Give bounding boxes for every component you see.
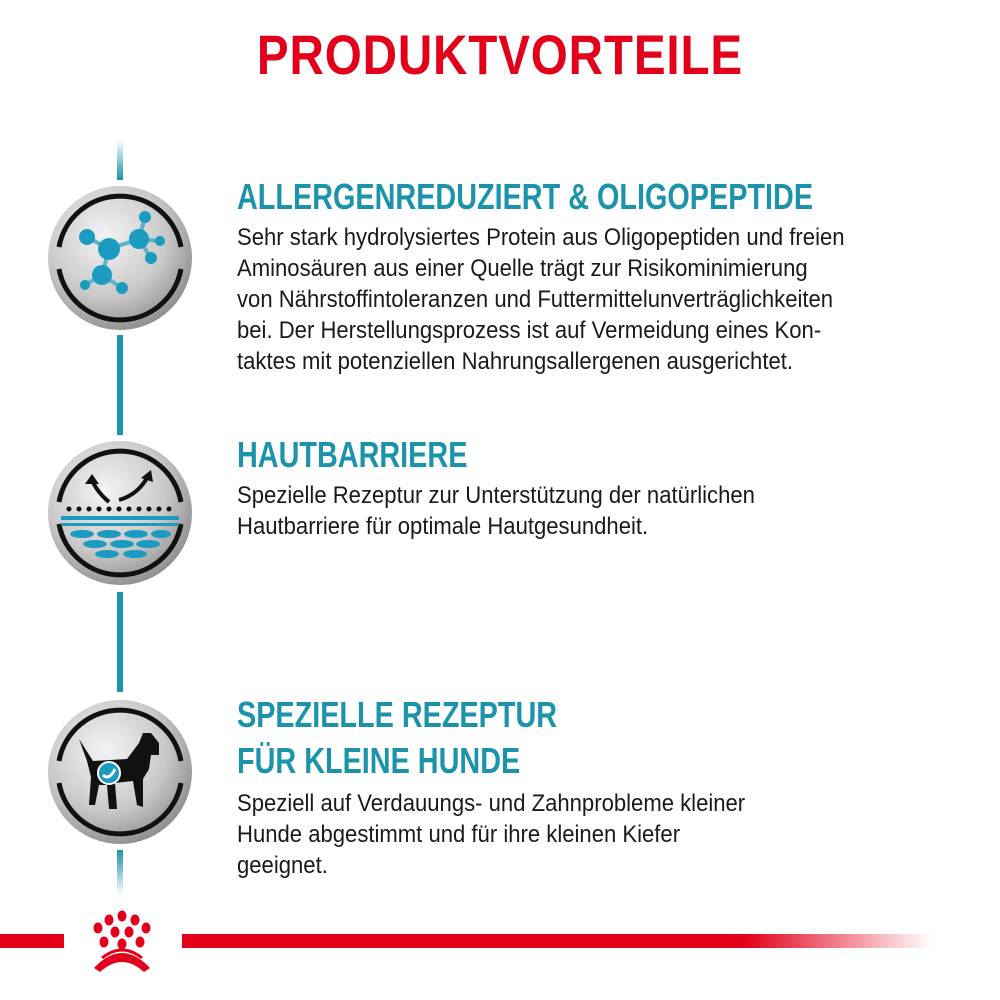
feature-text: Speziell auf Verdauungs- und Zahnproblem… (237, 790, 746, 817)
feature-text: bei. Der Herstellungsprozess ist auf Ver… (237, 317, 822, 344)
feature-text: Aminosäuren aus einer Quelle trägt zur R… (237, 255, 808, 282)
feature-text: taktes mit potenziellen Nahrungsallergen… (237, 348, 794, 375)
feature-heading: SPEZIELLE REZEPTUR (237, 694, 558, 735)
royal-canin-crown-logo (93, 910, 151, 972)
feature-allergen: ALLERGENREDUZIERT & OLIGOPEPTIDE Sehr st… (237, 176, 957, 377)
feature-text: geeignet. (237, 852, 328, 879)
timeline-line (117, 592, 123, 692)
feature-heading: HAUTBARRIERE (237, 434, 468, 475)
feature-heading: ALLERGENREDUZIERT & OLIGOPEPTIDE (237, 176, 814, 217)
timeline-line (117, 850, 123, 895)
feature-text: Sehr stark hydrolysiertes Protein aus Ol… (237, 224, 845, 251)
feature-text: Spezielle Rezeptur zur Unterstützung der… (237, 482, 755, 509)
feature-small-dogs: SPEZIELLE REZEPTUR FÜR KLEINE HUNDE Spez… (237, 694, 789, 881)
feature-text: Hautbarriere für optimale Hautgesundheit… (237, 513, 649, 540)
brand-bar (182, 934, 932, 948)
brand-bar (0, 934, 64, 948)
page-title: PRODUKTVORTEILE (256, 23, 744, 86)
small-dog-icon (48, 700, 192, 844)
feature-text: Hunde abgestimmt und für ihre kleinen Ki… (237, 821, 681, 848)
feature-text: von Nährstoffintoleranzen und Futtermitt… (237, 286, 834, 313)
timeline-line (117, 140, 123, 180)
feature-heading: FÜR KLEINE HUNDE (237, 740, 521, 781)
skin-barrier-icon (48, 441, 192, 585)
feature-skin-barrier: HAUTBARRIERE Spezielle Rezeptur zur Unte… (237, 434, 800, 542)
molecule-icon (48, 186, 192, 330)
timeline-line (117, 335, 123, 435)
